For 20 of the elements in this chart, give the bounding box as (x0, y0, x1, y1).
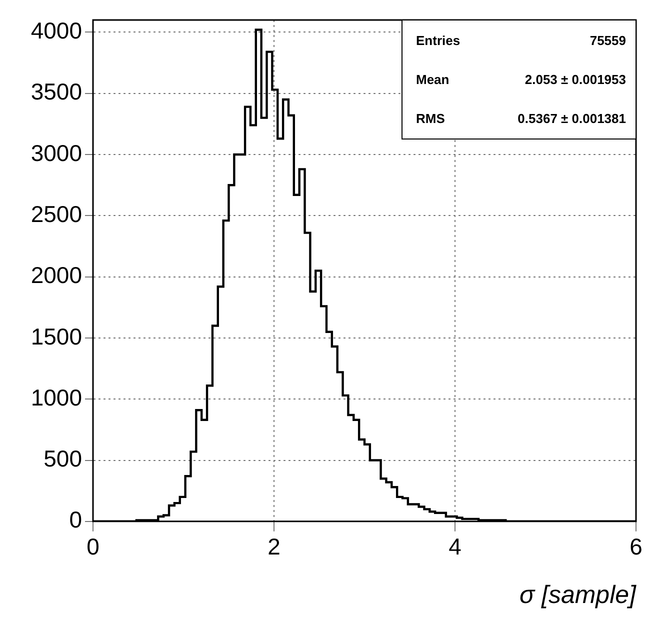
annotation: Entries (416, 33, 460, 48)
annotation: 75559 (590, 33, 626, 48)
y-tick-label: 500 (44, 446, 82, 472)
x-tick-label: 2 (268, 534, 280, 560)
x-axis-title: σ [sample] (519, 580, 638, 609)
y-tick-label: 4000 (30, 18, 82, 44)
x-tick-label: 0 (86, 534, 100, 560)
annotation: Mean (416, 72, 450, 88)
annotation: 0.5367 ± 0.001381 (518, 111, 626, 126)
y-tick-label: 2500 (30, 201, 82, 228)
y-tick-label: 1000 (30, 384, 82, 410)
x-tick-label: 6 (630, 534, 642, 560)
annotation: RMS (416, 111, 446, 126)
y-tick-label: 3500 (30, 78, 82, 105)
y-tick-label: 0 (69, 506, 82, 533)
y-tick-label: 2000 (30, 262, 82, 288)
annotation: 2.053 ± 0.001953 (524, 72, 626, 88)
y-tick-label: 1500 (30, 323, 82, 350)
x-tick-label: 4 (448, 534, 462, 560)
y-tick-label: 3000 (30, 140, 82, 166)
